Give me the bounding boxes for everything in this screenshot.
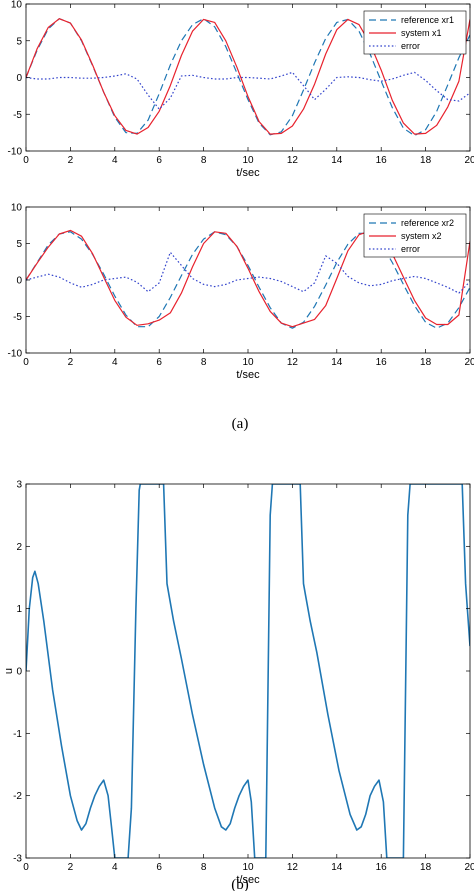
x-tick-label: 20 bbox=[464, 155, 474, 166]
y-tick-label: -1 bbox=[13, 729, 22, 740]
y-tick-label: 5 bbox=[16, 36, 22, 47]
legend-label: reference xr2 bbox=[401, 218, 454, 228]
legend: reference xr2 system x2 error bbox=[363, 213, 467, 258]
series-line-error bbox=[26, 251, 470, 294]
x-tick-label: 18 bbox=[420, 862, 432, 873]
x-tick-label: 14 bbox=[331, 357, 343, 368]
legend-label: error bbox=[401, 41, 420, 51]
chart-a2: 0 2 4 6 8 10 12 14 16 18 20-10-50510t/secreference… bbox=[8, 203, 474, 382]
x-tick-label: 4 bbox=[112, 155, 118, 166]
x-tick-label: 4 bbox=[112, 862, 118, 873]
x-tick-label: 12 bbox=[287, 155, 299, 166]
x-tick-label: 18 bbox=[420, 155, 432, 166]
legend-label: reference xr1 bbox=[401, 15, 454, 25]
y-tick-label: -5 bbox=[13, 110, 22, 121]
x-tick-label: 14 bbox=[331, 155, 343, 166]
series-line-reference-xr2 bbox=[26, 231, 470, 329]
y-tick-label: 10 bbox=[11, 0, 23, 11]
x-tick-label: 10 bbox=[242, 862, 254, 873]
x-tick-label: 2 bbox=[68, 155, 74, 166]
y-tick-label: 1 bbox=[16, 604, 22, 615]
x-tick-label: 20 bbox=[464, 862, 474, 873]
x-tick-label: 12 bbox=[287, 862, 299, 873]
x-tick-label: 2 bbox=[68, 862, 74, 873]
series-line-error bbox=[26, 71, 470, 110]
y-tick-label: -10 bbox=[8, 147, 23, 158]
y-tick-label: 2 bbox=[16, 542, 22, 553]
x-tick-label: 10 bbox=[242, 155, 254, 166]
x-tick-label: 20 bbox=[464, 357, 474, 368]
y-tick-label: -10 bbox=[8, 349, 23, 360]
x-tick-label: 18 bbox=[420, 357, 432, 368]
series-line-system-x2 bbox=[26, 229, 470, 328]
x-tick-label: 6 bbox=[156, 862, 162, 873]
caption-a: (a) bbox=[232, 416, 249, 432]
legend-label: error bbox=[401, 244, 420, 254]
x-tick-label: 14 bbox=[331, 862, 343, 873]
x-tick-label: 16 bbox=[376, 862, 388, 873]
series-line-system-x1 bbox=[26, 18, 470, 135]
x-tick-label: 12 bbox=[287, 357, 299, 368]
y-tick-label: 0 bbox=[16, 73, 22, 84]
y-tick-label: 10 bbox=[11, 203, 23, 214]
x-tick-label: 6 bbox=[156, 155, 162, 166]
caption-b: (b) bbox=[231, 877, 249, 891]
x-tick-label: 8 bbox=[201, 862, 207, 873]
x-axis-label: t/sec bbox=[236, 369, 260, 381]
x-tick-label: 2 bbox=[68, 357, 74, 368]
x-axis-label: t/sec bbox=[236, 874, 260, 886]
x-tick-label: 10 bbox=[242, 357, 254, 368]
x-axis-label: t/sec bbox=[236, 167, 260, 179]
y-tick-label: 3 bbox=[16, 480, 22, 491]
chart-a1: 0 2 4 6 8 10 12 14 16 18 20-10-50510t/secreference… bbox=[8, 0, 474, 179]
y-axis-label: u bbox=[3, 668, 15, 674]
series-line-u bbox=[26, 484, 470, 858]
x-tick-label: 0 bbox=[23, 155, 29, 166]
x-tick-label: 8 bbox=[201, 155, 207, 166]
x-tick-label: 4 bbox=[112, 357, 118, 368]
legend-label: system x2 bbox=[401, 231, 442, 241]
y-tick-label: -2 bbox=[13, 791, 22, 802]
x-tick-label: 6 bbox=[156, 357, 162, 368]
y-tick-label: 5 bbox=[16, 239, 22, 250]
y-tick-label: -5 bbox=[13, 312, 22, 323]
x-tick-label: 16 bbox=[376, 155, 388, 166]
x-tick-label: 16 bbox=[376, 357, 388, 368]
x-tick-label: 8 bbox=[201, 357, 207, 368]
x-tick-label: 0 bbox=[23, 862, 29, 873]
legend: reference xr1 system x1 error bbox=[363, 10, 467, 55]
x-tick-label: 0 bbox=[23, 357, 29, 368]
y-tick-label: -3 bbox=[13, 854, 22, 865]
legend-label: system x1 bbox=[401, 28, 442, 38]
y-tick-label: 0 bbox=[16, 667, 22, 678]
y-tick-label: 0 bbox=[16, 276, 22, 287]
